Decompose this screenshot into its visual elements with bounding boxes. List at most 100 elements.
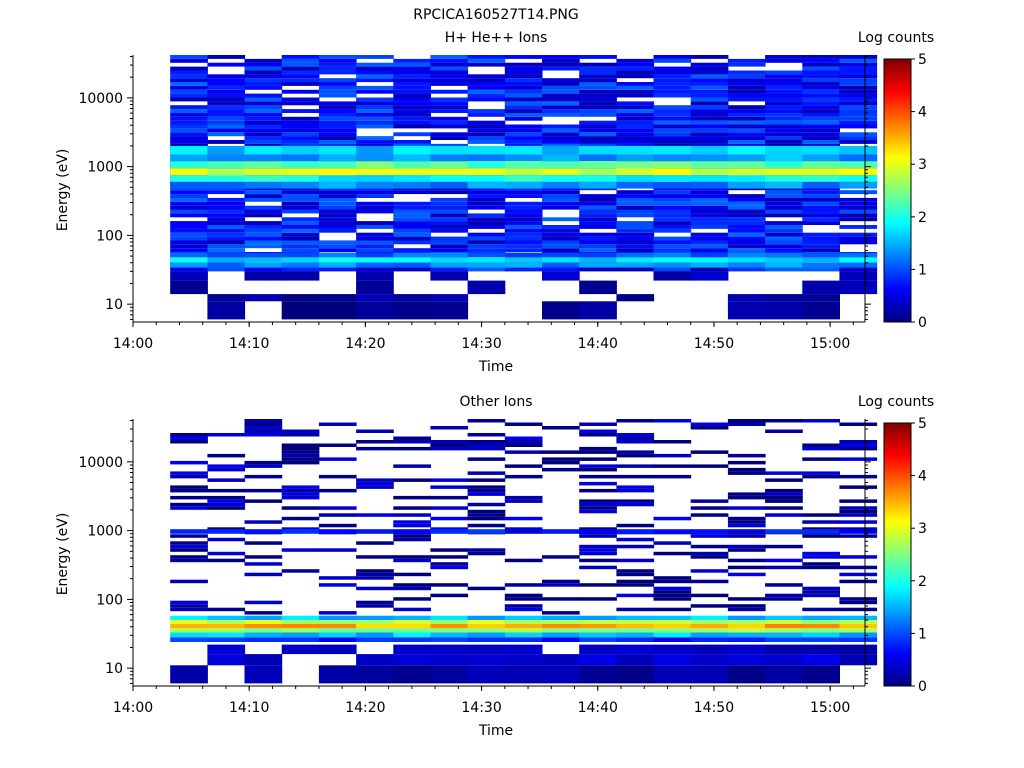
bottom-background-cell: [170, 471, 208, 475]
top-background-cell: [616, 205, 655, 210]
top-background-cell: [430, 116, 469, 121]
top-background-cell: [504, 140, 543, 144]
top-background-cell: [542, 225, 580, 229]
top-low-energy-cell: [281, 301, 320, 320]
bottom-x-tick-label: 14:00: [113, 700, 153, 716]
bottom-band-cell: [727, 623, 766, 629]
bottom-x-tick-label: 14:50: [694, 700, 734, 716]
top-low-energy-cell: [727, 294, 766, 302]
bottom-background-cell: [616, 474, 655, 479]
top-background-cell: [839, 85, 878, 90]
top-band-cell: [839, 262, 878, 268]
bottom-low-energy-cell: [616, 644, 655, 655]
top-background-cell: [207, 217, 246, 222]
top-background-cell: [653, 240, 692, 245]
top-background-cell: [467, 201, 506, 206]
top-background-cell: [467, 120, 506, 125]
bottom-band-cell: [653, 637, 692, 642]
bottom-background-cell: [393, 572, 431, 577]
bottom-band-cell: [727, 628, 766, 633]
bottom-panel-title: Other Ions: [459, 394, 532, 410]
top-background-cell: [393, 201, 431, 206]
top-background-cell: [207, 140, 246, 144]
top-background-cell: [616, 143, 655, 148]
bottom-low-energy-cell: [430, 654, 469, 666]
top-background-cell: [281, 228, 320, 233]
top-low-energy-cell: [244, 271, 283, 281]
top-background-cell: [318, 109, 357, 113]
bottom-background-cell: [765, 544, 803, 549]
bottom-background-cell: [207, 495, 246, 500]
bottom-background-cell: [765, 597, 803, 601]
bottom-low-energy-cell: [653, 665, 692, 684]
top-band-cell: [579, 145, 617, 155]
top-background-cell: [802, 143, 840, 148]
top-background-cell: [244, 128, 283, 133]
bottom-low-energy-cell: [690, 665, 729, 684]
top-background-cell: [839, 240, 878, 245]
top-background-cell: [542, 197, 580, 202]
top-band-cell: [727, 262, 766, 268]
top-background-cell: [281, 128, 320, 133]
top-low-energy-cell: [430, 301, 469, 320]
bottom-band-cell: [356, 615, 394, 621]
top-band-cell: [765, 252, 803, 258]
top-background-cell: [393, 85, 431, 90]
top-band-cell: [356, 181, 394, 189]
top-background-cell: [207, 132, 246, 137]
bottom-background-cell: [579, 534, 617, 538]
bottom-band-cell: [281, 615, 320, 621]
top-background-cell: [802, 74, 840, 79]
bottom-band-cell: [281, 529, 320, 534]
top-background-cell: [839, 201, 878, 206]
top-band-cell: [281, 257, 320, 263]
top-background-cell: [839, 213, 878, 218]
top-background-cell: [170, 236, 208, 241]
top-background-cell: [504, 101, 543, 106]
top-background-cell: [170, 55, 208, 59]
top-background-cell: [727, 136, 766, 140]
bottom-background-cell: [430, 443, 469, 447]
bottom-band-cell: [244, 628, 283, 633]
bottom-band-cell: [504, 620, 543, 624]
bottom-y-tick-label: 100: [96, 592, 123, 608]
top-band-cell: [170, 252, 208, 258]
top-background-cell: [579, 197, 617, 202]
top-background-cell: [467, 85, 506, 90]
top-background-cell: [393, 213, 431, 218]
top-band-cell: [356, 145, 394, 155]
top-background-cell: [430, 109, 469, 113]
top-background-cell: [802, 236, 840, 241]
bottom-band-cell: [170, 615, 208, 621]
top-band-cell: [653, 175, 692, 182]
top-background-cell: [207, 78, 246, 83]
top-background-cell: [616, 201, 655, 206]
bottom-background-cell: [467, 516, 506, 521]
top-band-cell: [207, 154, 246, 162]
top-background-cell: [430, 190, 469, 195]
bottom-band-cell: [616, 615, 655, 621]
top-band-cell: [579, 257, 617, 263]
top-background-cell: [430, 225, 469, 229]
bottom-background-cell: [839, 506, 878, 510]
bottom-band-cell: [690, 620, 729, 624]
bottom-band-cell: [467, 628, 506, 633]
bottom-background-cell: [393, 534, 431, 538]
top-background-cell: [727, 236, 766, 241]
top-low-energy-cell: [839, 271, 878, 281]
top-spectrogram-panel: H+ He++ Ions Log counts Time Energy (eV)…: [55, 30, 934, 375]
top-background-cell: [690, 143, 729, 148]
top-background-cell: [690, 82, 729, 86]
bottom-background-cell: [467, 478, 506, 482]
bottom-band-cell: [839, 632, 878, 638]
top-x-tick-label: 14:40: [578, 336, 618, 352]
bottom-band-cell: [430, 637, 469, 642]
bottom-band-cell: [393, 529, 431, 534]
top-band-cell: [430, 252, 469, 258]
top-background-cell: [281, 205, 320, 210]
bottom-low-energy-cell: [318, 644, 357, 655]
top-band-cell: [653, 145, 692, 155]
top-band-cell: [839, 145, 878, 155]
top-background-cell: [765, 89, 803, 94]
top-background-cell: [430, 82, 469, 86]
